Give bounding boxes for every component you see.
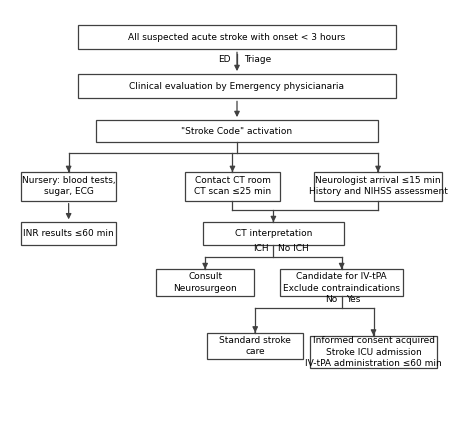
Text: Nursery: blood tests,
sugar, ECG: Nursery: blood tests, sugar, ECG [22,176,116,196]
Text: Clinical evaluation by Emergency physicianaria: Clinical evaluation by Emergency physici… [129,82,345,91]
Text: Informed consent acquired
Stroke ICU admission
IV-tPA administration ≤60 min: Informed consent acquired Stroke ICU adm… [305,337,442,368]
FancyBboxPatch shape [96,120,378,142]
FancyBboxPatch shape [314,172,442,201]
Text: Candidate for IV-tPA
Exclude contraindications: Candidate for IV-tPA Exclude contraindic… [283,273,400,293]
Text: Neurologist arrival ≤15 min
History and NIHSS assessment: Neurologist arrival ≤15 min History and … [309,176,447,196]
Text: ED: ED [218,55,230,64]
Text: Contact CT room
CT scan ≤25 min: Contact CT room CT scan ≤25 min [194,176,271,196]
Text: INR results ≤60 min: INR results ≤60 min [23,229,114,238]
Text: No: No [325,295,337,305]
Text: Triage: Triage [244,55,271,64]
Text: No ICH: No ICH [278,244,309,253]
Text: CT interpretation: CT interpretation [235,229,312,238]
FancyBboxPatch shape [78,25,396,49]
FancyBboxPatch shape [208,333,303,359]
FancyBboxPatch shape [21,172,117,201]
Text: Consult
Neurosurgeon: Consult Neurosurgeon [173,273,237,293]
Text: ICH: ICH [253,244,269,253]
FancyBboxPatch shape [156,269,254,296]
FancyBboxPatch shape [310,336,437,368]
FancyBboxPatch shape [185,172,280,201]
FancyBboxPatch shape [21,222,117,245]
Text: "Stroke Code" activation: "Stroke Code" activation [182,127,292,136]
Text: All suspected acute stroke with onset < 3 hours: All suspected acute stroke with onset < … [128,33,346,42]
FancyBboxPatch shape [78,74,396,98]
Text: Standard stroke
care: Standard stroke care [219,336,291,356]
FancyBboxPatch shape [280,269,403,296]
Text: Yes: Yes [346,295,361,305]
FancyBboxPatch shape [203,222,344,245]
